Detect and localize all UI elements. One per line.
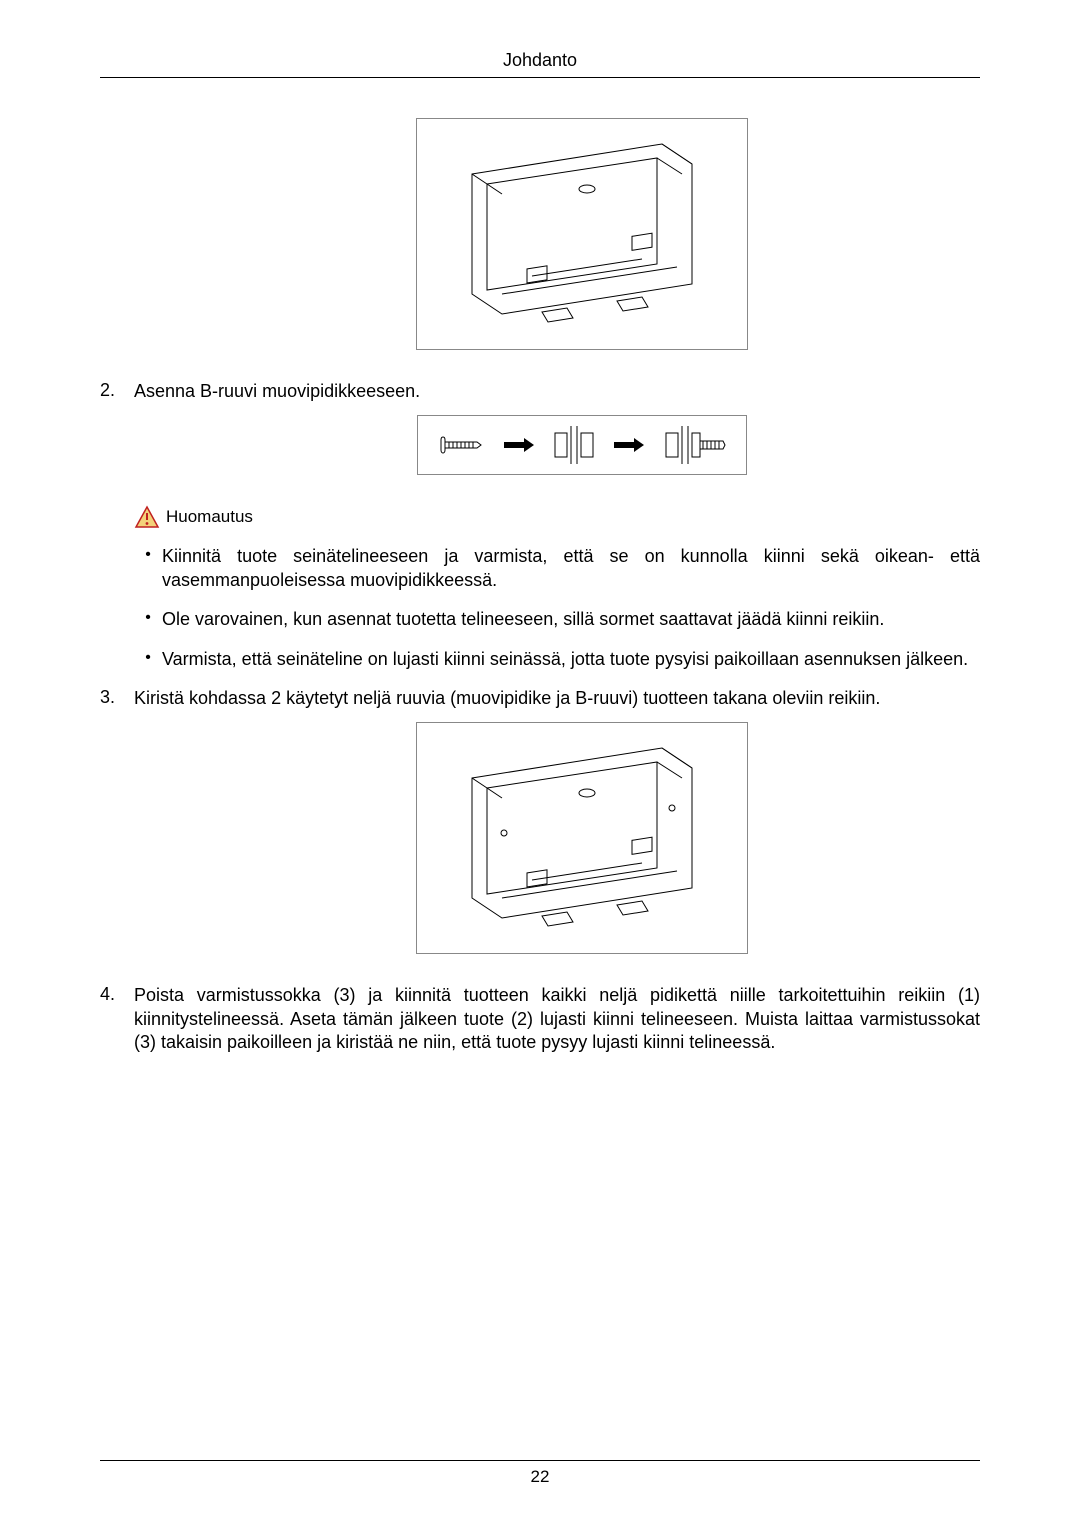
figure-screw-sequence bbox=[417, 415, 747, 475]
note-bullet-3-text: Varmista, että seinäteline on lujasti ki… bbox=[162, 648, 968, 671]
note-bullet-1: • Kiinnitä tuote seinätelineeseen ja var… bbox=[134, 545, 980, 592]
note-bullet-list: • Kiinnitä tuote seinätelineeseen ja var… bbox=[134, 545, 980, 671]
step-4-row: 4. Poista varmistussokka (3) ja kiinnitä… bbox=[100, 984, 980, 1054]
warning-triangle-icon bbox=[134, 505, 160, 529]
step-2-text: Asenna B-ruuvi muovipidikkeeseen. bbox=[134, 380, 420, 403]
bullet-marker: • bbox=[134, 648, 162, 671]
note-bullet-1-text: Kiinnitä tuote seinätelineeseen ja varmi… bbox=[162, 545, 980, 592]
step-2-row: 2. Asenna B-ruuvi muovipidikkeeseen. bbox=[100, 380, 980, 403]
page-footer: 22 bbox=[100, 1460, 980, 1487]
figure-tv-rear-2 bbox=[416, 722, 748, 954]
step-4-number: 4. bbox=[100, 984, 134, 1054]
figure-2-container bbox=[184, 415, 980, 475]
note-bullet-2: • Ole varovainen, kun asennat tuotetta t… bbox=[134, 608, 980, 631]
arrow-right-icon bbox=[504, 438, 534, 452]
screw-icon bbox=[437, 430, 485, 460]
step-3-row: 3. Kiristä kohdassa 2 käytetyt neljä ruu… bbox=[100, 687, 980, 710]
tv-rear-illustration-icon bbox=[432, 738, 732, 938]
step-3-number: 3. bbox=[100, 687, 134, 710]
tv-rear-illustration-icon bbox=[432, 134, 732, 334]
arrow-right-icon bbox=[614, 438, 644, 452]
bullet-marker: • bbox=[134, 608, 162, 631]
step-2-number: 2. bbox=[100, 380, 134, 403]
note-bullet-2-text: Ole varovainen, kun asennat tuotetta tel… bbox=[162, 608, 884, 631]
note-heading: Huomautus bbox=[134, 505, 980, 529]
bracket-icon bbox=[552, 423, 596, 467]
bracket-with-screw-icon bbox=[663, 423, 727, 467]
step-3-text: Kiristä kohdassa 2 käytetyt neljä ruuvia… bbox=[134, 687, 880, 710]
figure-1-container bbox=[184, 118, 980, 350]
note-label: Huomautus bbox=[166, 507, 253, 527]
page-number: 22 bbox=[531, 1467, 550, 1486]
figure-3-container bbox=[184, 722, 980, 954]
bullet-marker: • bbox=[134, 545, 162, 592]
figure-tv-rear-1 bbox=[416, 118, 748, 350]
step-4-text: Poista varmistussokka (3) ja kiinnitä tu… bbox=[134, 984, 980, 1054]
page-header-title: Johdanto bbox=[100, 50, 980, 78]
note-bullet-3: • Varmista, että seinäteline on lujasti … bbox=[134, 648, 980, 671]
page: Johdanto bbox=[0, 0, 1080, 1527]
